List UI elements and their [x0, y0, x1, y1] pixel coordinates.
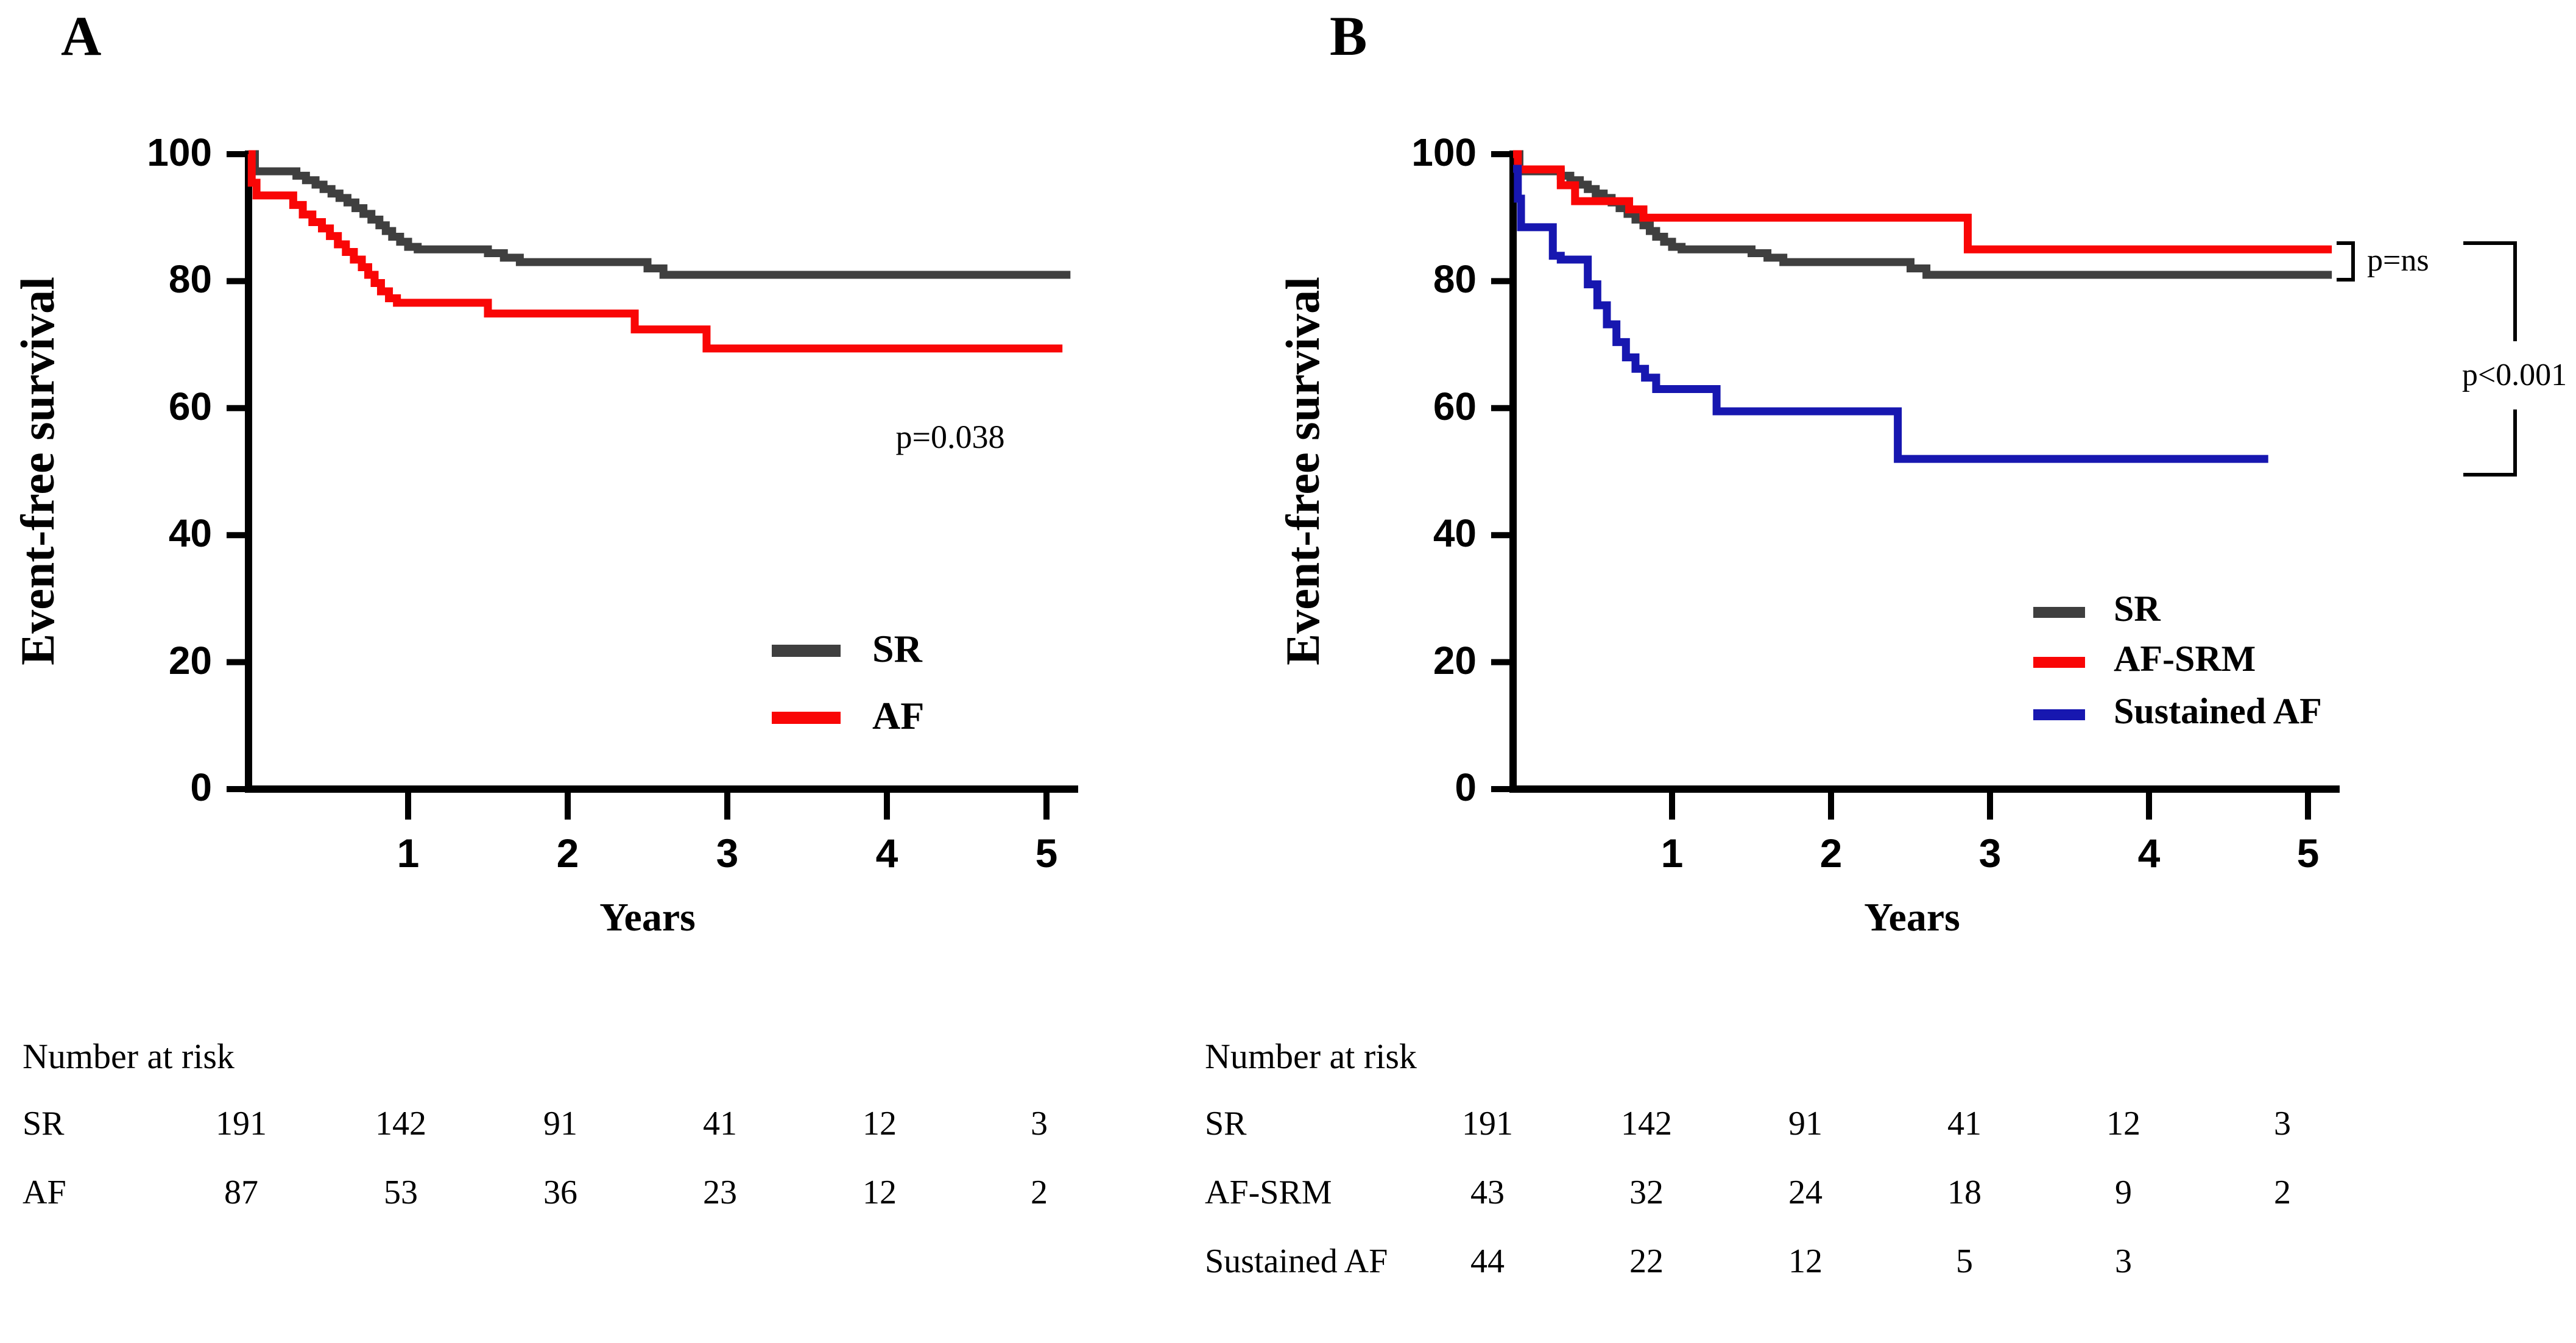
x-tick-label: 5 — [2296, 831, 2320, 876]
number-at-risk-cell: 3 — [2115, 1242, 2132, 1280]
number-at-risk-cell: 12 — [2106, 1105, 2140, 1143]
y-tick-label: 0 — [190, 765, 212, 809]
panel-b-label: B — [1330, 5, 1367, 67]
curve-af-srm — [1513, 150, 2332, 253]
legend-label-sr: SR — [872, 627, 922, 670]
x-tick-label: 1 — [1660, 831, 1684, 876]
x-tick-label: 3 — [716, 831, 739, 876]
number-at-risk-cell: 41 — [703, 1105, 737, 1143]
panel-b-p-value-significant: p<0.001 — [2461, 358, 2567, 392]
panel-a-label: A — [61, 5, 102, 67]
panel-b-p-value-ns: p=ns — [2367, 243, 2429, 278]
number-at-risk-cell: 2 — [2274, 1174, 2291, 1211]
curve-sr — [249, 150, 1071, 279]
number-at-risk-cell: 87 — [224, 1174, 258, 1211]
number-at-risk-cell: 91 — [1788, 1105, 1823, 1143]
curve-sustained-af — [1513, 165, 2268, 463]
number-at-risk-row-label: Sustained AF — [1205, 1242, 1388, 1280]
number-at-risk-cell: 53 — [384, 1174, 418, 1211]
number-at-risk-cell: 91 — [543, 1105, 577, 1143]
panel-a-x-axis-title: Years — [599, 895, 696, 940]
number-at-risk-cell: 36 — [543, 1174, 577, 1211]
number-at-risk-cell: 191 — [216, 1105, 267, 1143]
x-tick-label: 2 — [556, 831, 579, 876]
x-tick-label: 3 — [1978, 831, 2002, 876]
legend-label-sustained-af: Sustained AF — [2114, 691, 2322, 731]
number-at-risk-cell: 24 — [1788, 1174, 1823, 1211]
legend-swatch-sustained-af — [2033, 709, 2085, 720]
number-at-risk-cell: 142 — [375, 1105, 426, 1143]
panel-a-p-value: p=0.038 — [895, 419, 1005, 455]
number-at-risk-cell: 2 — [1031, 1174, 1048, 1211]
number-at-risk-cell: 43 — [1470, 1174, 1505, 1211]
number-at-risk-cell: 12 — [1788, 1242, 1823, 1280]
significance-bracket — [2463, 241, 2517, 341]
y-tick-label: 100 — [1411, 130, 1477, 174]
number-at-risk-cell: 12 — [863, 1105, 897, 1143]
panel-b-y-axis-title: Event-free survival — [1276, 277, 1329, 665]
significance-bracket — [2463, 409, 2517, 477]
number-at-risk-cell: 142 — [1621, 1105, 1672, 1143]
number-at-risk-cell: 12 — [863, 1174, 897, 1211]
y-tick-label: 40 — [168, 511, 212, 556]
number-at-risk-cell: 3 — [1031, 1105, 1048, 1143]
panel-a-y-axis-title: Event-free survival — [11, 277, 64, 665]
x-tick-label: 2 — [1819, 831, 1843, 876]
number-at-risk-row-label: AF — [23, 1174, 66, 1211]
panel-b-number-at-risk-title: Number at risk — [1205, 1036, 1417, 1076]
number-at-risk-cell: 41 — [1947, 1105, 1981, 1143]
y-tick-label: 20 — [1433, 638, 1477, 682]
legend-swatch-af — [772, 712, 841, 724]
y-tick-label: 80 — [1433, 257, 1477, 302]
number-at-risk-cell: 9 — [2115, 1174, 2132, 1211]
x-tick-label: 5 — [1035, 831, 1058, 876]
number-at-risk-row-label: SR — [23, 1105, 65, 1143]
panel-b-x-axis-title: Years — [1864, 895, 1960, 940]
legend-swatch-sr — [772, 645, 841, 657]
x-tick-label: 4 — [2137, 831, 2161, 876]
number-at-risk-cell: 44 — [1470, 1242, 1505, 1280]
number-at-risk-cell: 22 — [1629, 1242, 1664, 1280]
number-at-risk-cell: 3 — [2274, 1105, 2291, 1143]
curve-sr — [1513, 150, 2332, 279]
legend-label-af-srm: AF-SRM — [2114, 639, 2256, 679]
legend-swatch-sr — [2033, 607, 2085, 618]
number-at-risk-cell: 32 — [1629, 1174, 1664, 1211]
y-tick-label: 60 — [168, 384, 212, 428]
x-tick-label: 1 — [397, 831, 420, 876]
legend-label-af: AF — [872, 694, 925, 737]
number-at-risk-cell: 18 — [1947, 1174, 1981, 1211]
number-at-risk-row-label: AF-SRM — [1205, 1174, 1332, 1211]
y-tick-label: 100 — [147, 130, 212, 174]
x-tick-label: 4 — [875, 831, 898, 876]
number-at-risk-cell: 5 — [1956, 1242, 1973, 1280]
number-at-risk-cell: 23 — [703, 1174, 737, 1211]
y-tick-label: 40 — [1433, 511, 1477, 556]
y-tick-label: 20 — [168, 638, 212, 682]
legend-label-sr: SR — [2114, 589, 2161, 629]
y-tick-label: 0 — [1455, 765, 1477, 809]
legend-swatch-af-srm — [2033, 657, 2085, 668]
significance-bracket — [2337, 241, 2355, 282]
number-at-risk-cell: 191 — [1462, 1105, 1513, 1143]
y-tick-label: 80 — [168, 257, 212, 302]
y-tick-label: 60 — [1433, 384, 1477, 428]
panel-a-number-at-risk-title: Number at risk — [23, 1036, 235, 1076]
number-at-risk-row-label: SR — [1205, 1105, 1247, 1143]
curve-af — [247, 150, 1063, 353]
